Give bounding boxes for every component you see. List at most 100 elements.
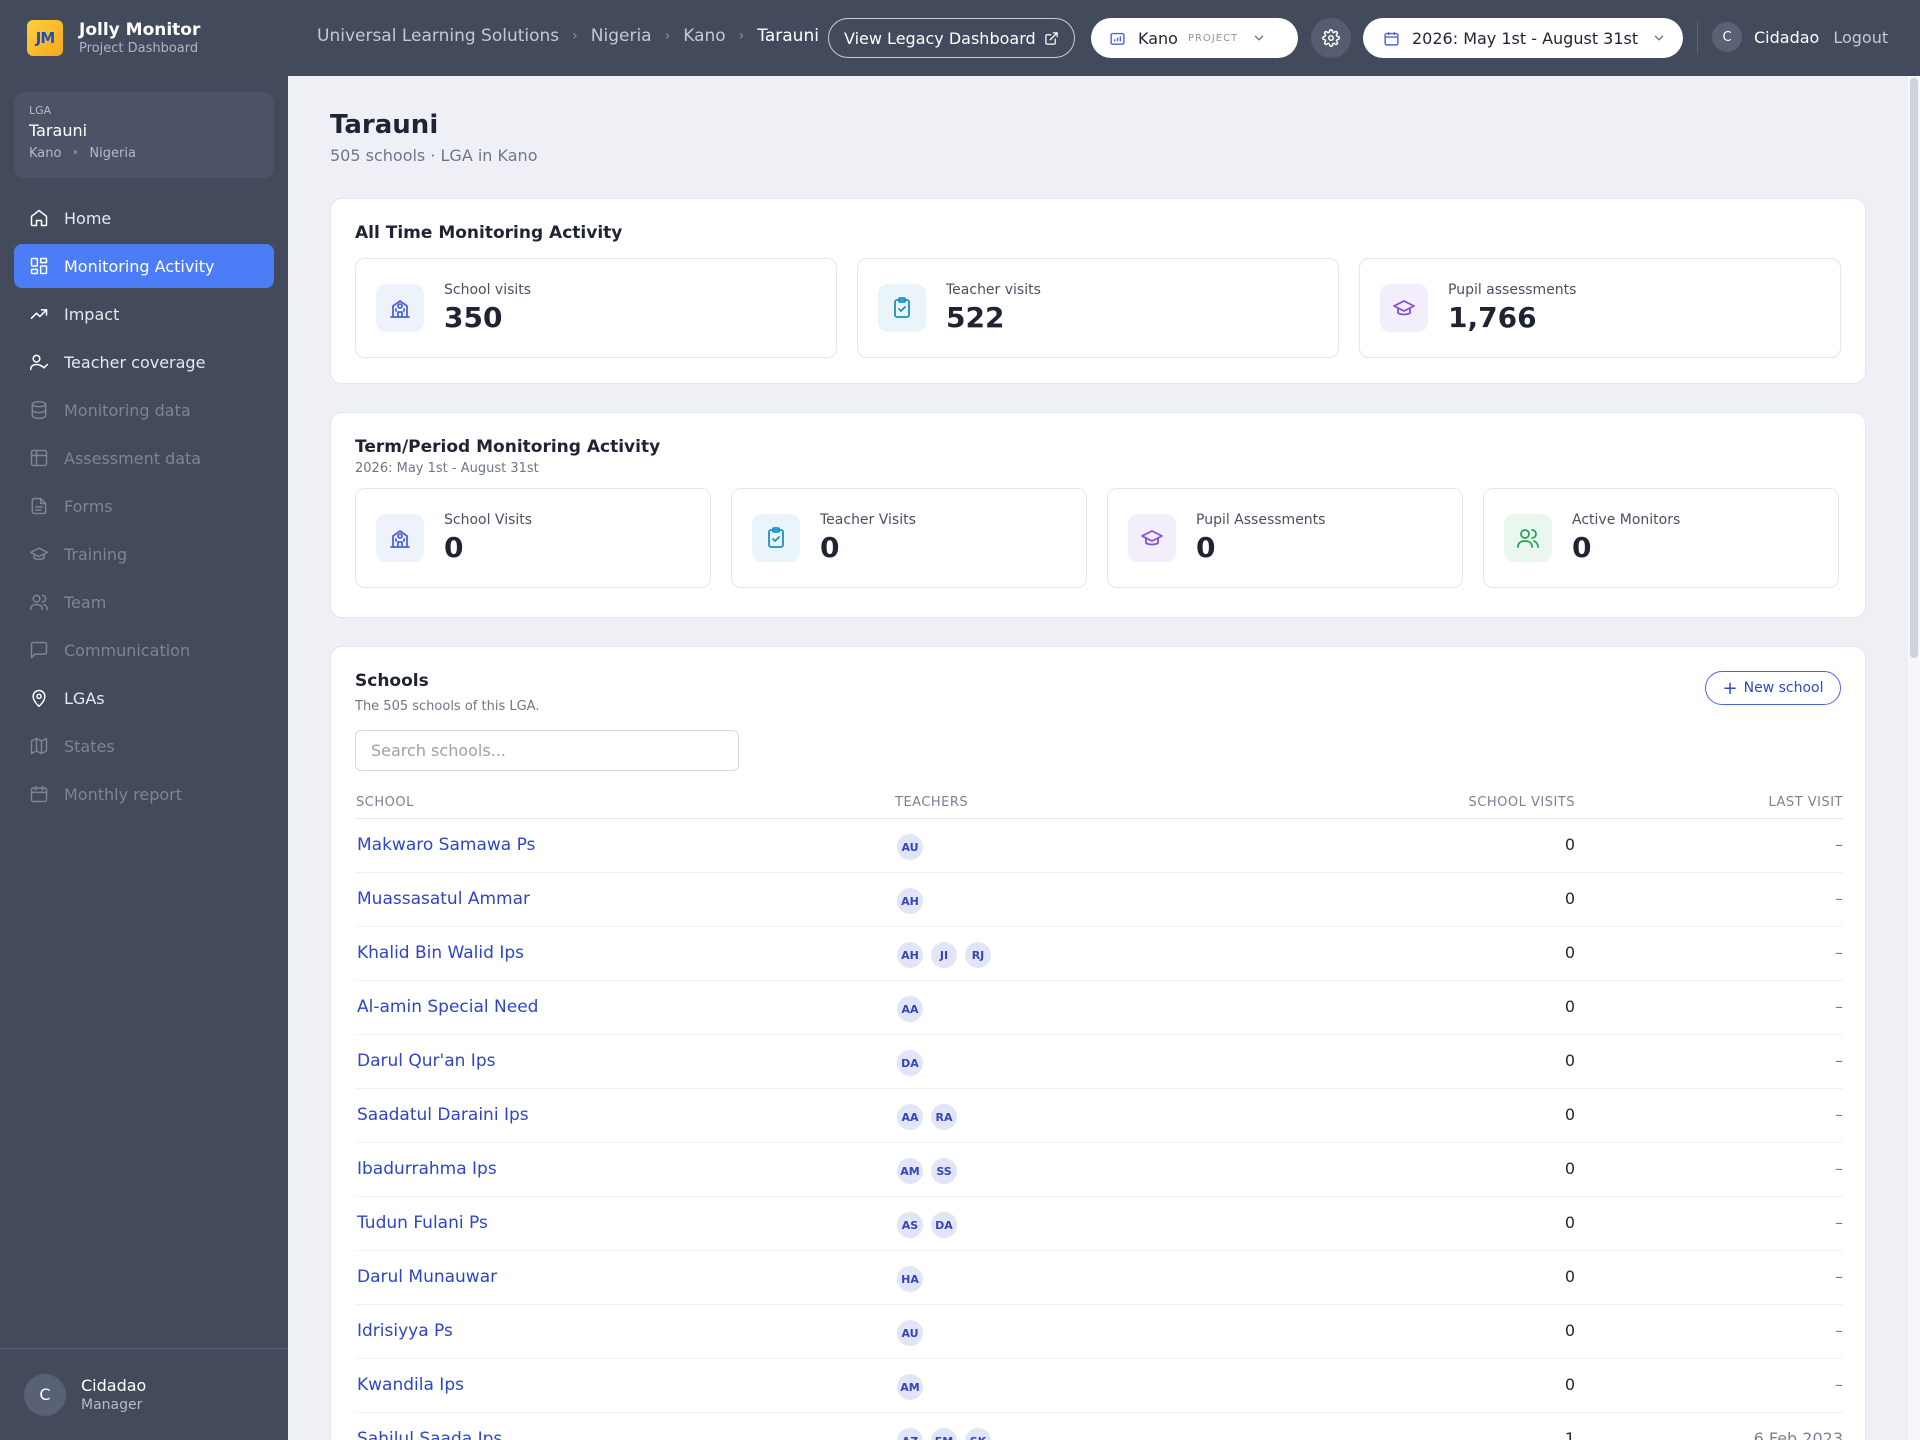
- sidebar-user-role: Manager: [81, 1397, 143, 1413]
- column-school-visits[interactable]: SCHOOL VISITS: [1468, 795, 1575, 810]
- legacy-button-label: View Legacy Dashboard: [844, 28, 1036, 48]
- sidebar-item-team[interactable]: Team: [14, 580, 274, 624]
- teachers-cell: AU: [895, 1318, 929, 1348]
- school-link[interactable]: Ibadurrahma Ips: [357, 1159, 497, 1179]
- sidebar-item-monitoring-data[interactable]: Monitoring data: [14, 388, 274, 432]
- logout-link[interactable]: Logout: [1833, 27, 1889, 47]
- sidebar-item-assessment-data[interactable]: Assessment data: [14, 436, 274, 480]
- sidebar-item-forms[interactable]: Forms: [14, 484, 274, 528]
- sidebar-user[interactable]: C Cidadao Manager: [0, 1348, 288, 1440]
- last-visit-cell: –: [1835, 1321, 1843, 1340]
- stat-card-school-visits: School visits 350: [355, 258, 837, 358]
- teacher-avatar[interactable]: HA: [895, 1264, 925, 1294]
- school-link[interactable]: Al-amin Special Need: [357, 997, 539, 1017]
- school-link[interactable]: Saadatul Daraini Ips: [357, 1105, 529, 1125]
- sidebar-item-communication[interactable]: Communication: [14, 628, 274, 672]
- school-visits-cell: 0: [1564, 943, 1575, 962]
- stat-label: School visits: [444, 282, 532, 298]
- school-link[interactable]: Darul Munauwar: [357, 1267, 498, 1287]
- school-link[interactable]: Muassasatul Ammar: [357, 889, 530, 909]
- table-row: Saadatul Daraini Ips AA RA 0 –: [355, 1089, 1843, 1143]
- teacher-avatar[interactable]: AM: [895, 1156, 925, 1186]
- teacher-avatar[interactable]: AA: [895, 1102, 925, 1132]
- sidebar-item-states[interactable]: States: [14, 724, 274, 768]
- teacher-avatar[interactable]: DA: [929, 1210, 959, 1240]
- table-row: Khalid Bin Walid Ips AH JI RJ 0 –: [355, 927, 1843, 981]
- teacher-avatar[interactable]: RJ: [963, 940, 993, 970]
- teacher-avatar[interactable]: AH: [895, 886, 925, 916]
- school-link[interactable]: Idrisiyya Ps: [357, 1321, 453, 1341]
- breadcrumb-item[interactable]: Kano: [683, 26, 726, 46]
- sidebar-item-teacher-coverage[interactable]: Teacher coverage: [14, 340, 274, 384]
- teacher-avatar[interactable]: AA: [895, 994, 925, 1024]
- lga-state: Kano: [29, 146, 62, 161]
- stat-label: Pupil Assessments: [1196, 512, 1326, 528]
- lga-country: Nigeria: [89, 146, 136, 161]
- column-school[interactable]: SCHOOL: [356, 795, 414, 810]
- school-link[interactable]: Kwandila Ips: [357, 1375, 464, 1395]
- sidebar-item-lgas[interactable]: LGAs: [14, 676, 274, 720]
- teacher-avatar[interactable]: AU: [895, 1318, 925, 1348]
- school-link[interactable]: Makwaro Samawa Ps: [357, 835, 536, 855]
- breadcrumb-item[interactable]: Nigeria: [590, 26, 652, 46]
- stat-value: 0: [444, 531, 464, 564]
- sidebar-item-label: Forms: [64, 496, 113, 516]
- project-selector[interactable]: Kano PROJECT: [1091, 18, 1298, 58]
- table-row: Makwaro Samawa Ps AU 0 –: [355, 819, 1843, 873]
- page-subtitle: 505 schools · LGA in Kano: [330, 146, 538, 165]
- sidebar-item-label: Training: [64, 544, 128, 564]
- view-legacy-dashboard-button[interactable]: View Legacy Dashboard: [828, 18, 1075, 58]
- breadcrumb-item[interactable]: Universal Learning Solutions: [317, 26, 560, 46]
- sidebar-item-home[interactable]: Home: [14, 196, 274, 240]
- sidebar-item-label: Monitoring data: [64, 400, 191, 420]
- teacher-avatar[interactable]: AH: [895, 940, 925, 970]
- scrollbar-thumb[interactable]: [1910, 78, 1918, 658]
- sidebar-item-training[interactable]: Training: [14, 532, 274, 576]
- brand[interactable]: JM Jolly Monitor Project Dashboard: [0, 0, 288, 76]
- school-visits-cell: 0: [1564, 1105, 1575, 1124]
- last-visit-cell: –: [1835, 943, 1843, 962]
- teacher-avatar[interactable]: SK: [963, 1426, 993, 1440]
- column-teachers[interactable]: TEACHERS: [895, 795, 969, 810]
- teacher-avatar[interactable]: AS: [895, 1210, 925, 1240]
- table-row: Sahilul Saada Ips AZ FM SK 1 6 Feb 2023: [355, 1413, 1843, 1440]
- school-link[interactable]: Sahilul Saada Ips: [357, 1429, 503, 1440]
- date-range-selector[interactable]: 2026: May 1st - August 31st: [1363, 18, 1683, 58]
- teacher-avatar[interactable]: DA: [895, 1048, 925, 1078]
- lga-card: LGA Tarauni Kano • Nigeria: [14, 92, 274, 178]
- topbar-user-name[interactable]: Cidadao: [1754, 27, 1820, 47]
- table-row: Kwandila Ips AM 0 –: [355, 1359, 1843, 1413]
- teacher-avatar[interactable]: AZ: [895, 1426, 925, 1440]
- avatar[interactable]: C: [1712, 22, 1742, 52]
- new-school-button[interactable]: + New school: [1705, 671, 1841, 705]
- school-link[interactable]: Tudun Fulani Ps: [357, 1213, 488, 1233]
- stat-card-teacher-visits: Teacher visits 522: [857, 258, 1339, 358]
- teacher-avatar[interactable]: AU: [895, 832, 925, 862]
- table-icon: [30, 449, 48, 467]
- teacher-avatar[interactable]: FM: [929, 1426, 959, 1440]
- stat-icon: [376, 284, 424, 332]
- school-link[interactable]: Khalid Bin Walid Ips: [357, 943, 524, 963]
- school-visits-cell: 0: [1564, 1375, 1575, 1394]
- teacher-avatar[interactable]: RA: [929, 1102, 959, 1132]
- school-visits-cell: 1: [1564, 1429, 1575, 1440]
- users-icon: [1517, 529, 1539, 548]
- column-last-visit[interactable]: LAST VISIT: [1768, 795, 1843, 810]
- settings-button[interactable]: [1311, 18, 1351, 58]
- teacher-avatar[interactable]: AM: [895, 1372, 925, 1402]
- sidebar-item-monitoring-activity[interactable]: Monitoring Activity: [14, 244, 274, 288]
- sidebar-nav: Home Monitoring Activity Impact Teacher cov…: [0, 196, 288, 816]
- sidebar-item-impact[interactable]: Impact: [14, 292, 274, 336]
- school-link[interactable]: Darul Qur'an Ips: [357, 1051, 496, 1071]
- sidebar-item-monthly-report[interactable]: Monthly report: [14, 772, 274, 816]
- teacher-avatar[interactable]: JI: [929, 940, 959, 970]
- last-visit-cell: –: [1835, 835, 1843, 854]
- search-schools-input[interactable]: [355, 730, 739, 771]
- app-subtitle: Project Dashboard: [79, 41, 199, 56]
- teacher-avatar[interactable]: SS: [929, 1156, 959, 1186]
- app-title: Jolly Monitor: [79, 20, 201, 40]
- scrollbar[interactable]: [1908, 76, 1920, 1440]
- school-visits-cell: 0: [1564, 1267, 1575, 1286]
- stat-icon: [752, 514, 800, 562]
- teachers-cell: AU: [895, 832, 929, 862]
